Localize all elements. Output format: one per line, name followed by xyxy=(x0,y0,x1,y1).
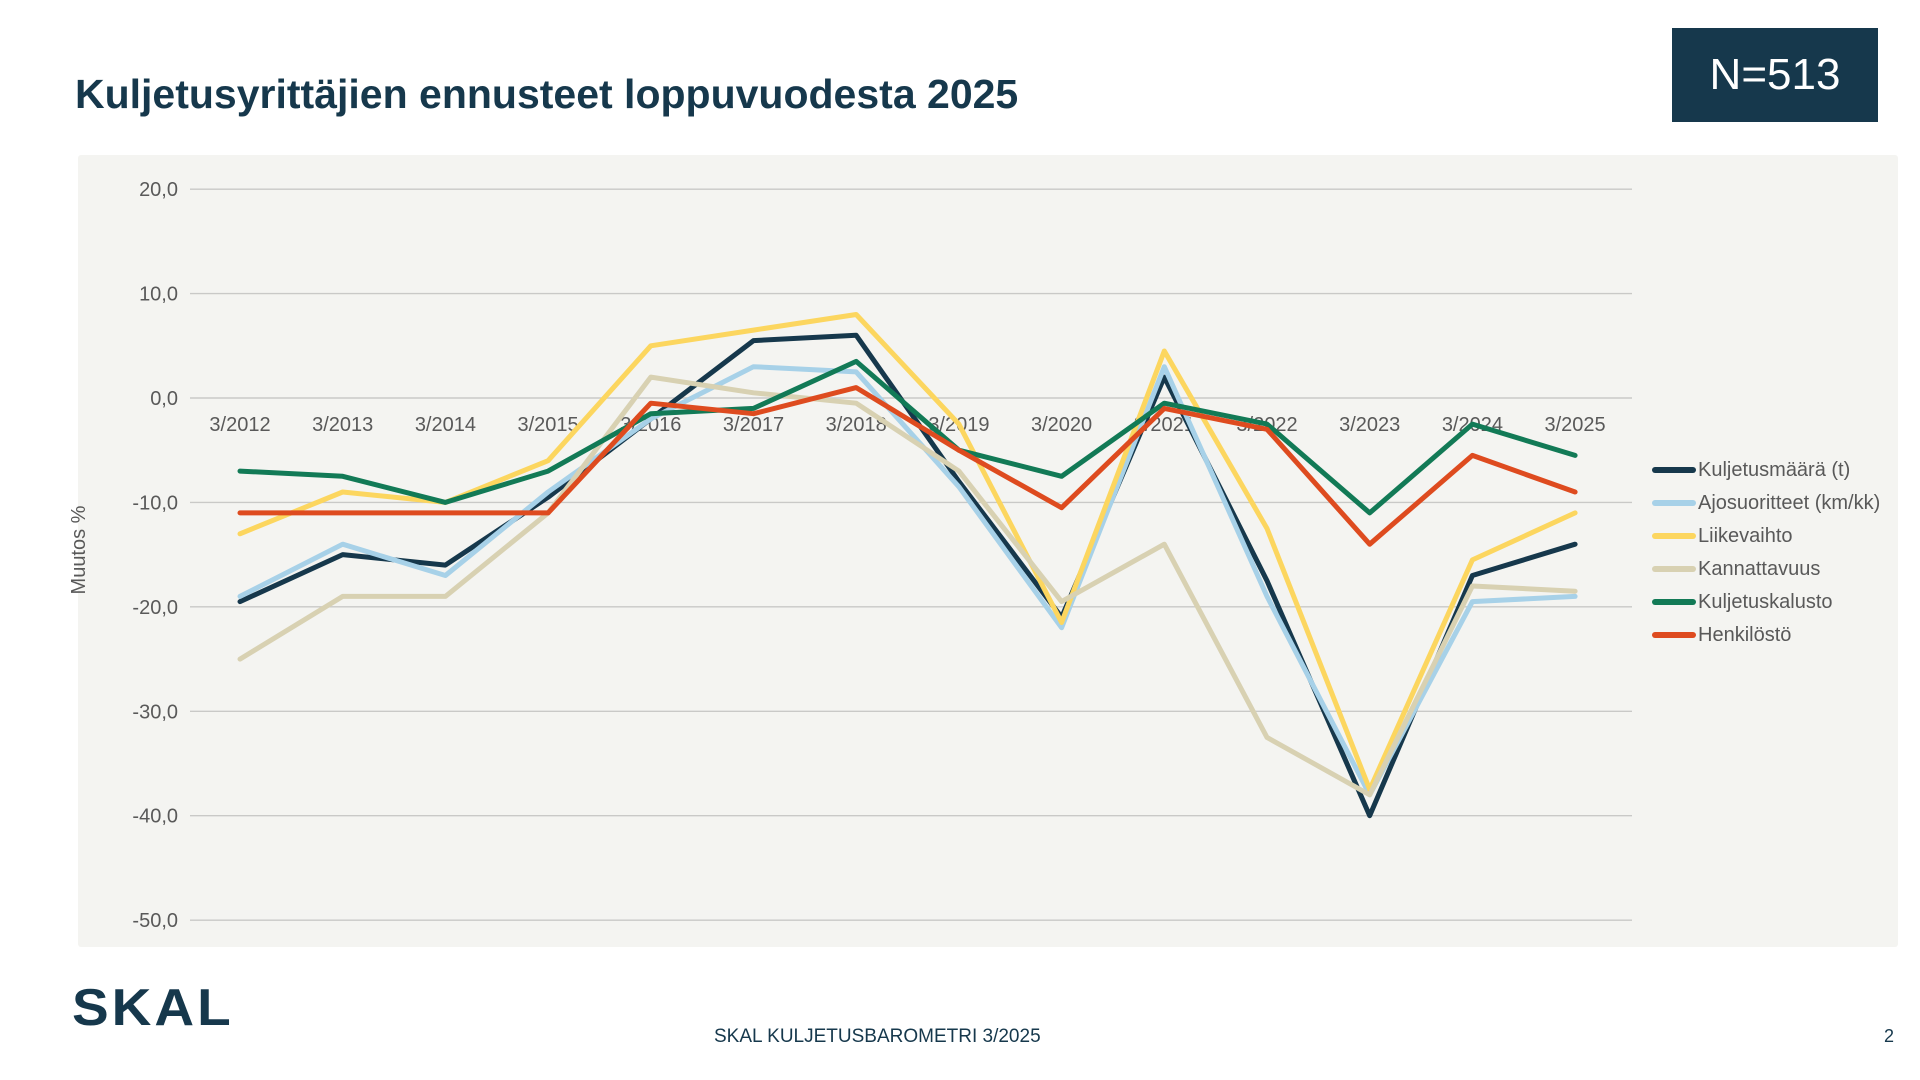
legend-item: Kuljetusmäärä (t) xyxy=(1652,459,1880,481)
legend-swatch xyxy=(1652,500,1696,506)
x-tick-label: 3/2017 xyxy=(723,414,784,436)
y-tick-label: 10,0 xyxy=(139,284,178,306)
legend-swatch xyxy=(1652,566,1696,572)
x-tick-label: 3/2018 xyxy=(826,414,887,436)
legend-item: Henkilöstö xyxy=(1652,624,1880,646)
chart-panel xyxy=(78,155,1898,947)
y-tick-label: -10,0 xyxy=(132,492,178,514)
legend-label: Kannattavuus xyxy=(1698,557,1821,580)
footer-caption: SKAL KULJETUSBAROMETRI 3/2025 xyxy=(714,1026,1041,1047)
legend-item: Ajosuoritteet (km/kk) xyxy=(1652,492,1880,514)
page-title: Kuljetusyrittäjien ennusteet loppuvuodes… xyxy=(75,71,1019,118)
y-axis-title: Muutos % xyxy=(68,505,90,595)
series-line-ajosuoritteet-km-kk xyxy=(237,364,1578,798)
y-tick-label: -40,0 xyxy=(132,806,178,828)
legend-swatch xyxy=(1652,467,1696,473)
skal-logo: SKAL xyxy=(72,977,234,1037)
x-tick-label: 3/2015 xyxy=(518,414,579,436)
series-line-liikevaihto xyxy=(237,312,1578,793)
y-tick-label: -20,0 xyxy=(132,597,178,619)
legend-label: Kuljetusmäärä (t) xyxy=(1698,458,1851,481)
legend-label: Henkilöstö xyxy=(1698,623,1792,646)
legend-swatch xyxy=(1652,533,1696,539)
legend-swatch xyxy=(1652,599,1696,605)
y-tick-label: -30,0 xyxy=(132,701,178,723)
y-tick-label: 20,0 xyxy=(139,179,178,201)
legend-label: Kuljetuskalusto xyxy=(1698,590,1833,613)
sample-size-value: N=513 xyxy=(1709,50,1841,99)
legend-item: Liikevaihto xyxy=(1652,525,1880,547)
x-tick-label: 3/2020 xyxy=(1031,414,1092,436)
x-tick-label: 3/2023 xyxy=(1339,414,1400,436)
series-line-kuljetuskalusto xyxy=(237,358,1578,516)
series-line-henkil-st xyxy=(237,385,1578,547)
page-number: 2 xyxy=(1884,1026,1895,1046)
series-line-kannattavuus xyxy=(237,374,1578,798)
legend-label: Ajosuoritteet (km/kk) xyxy=(1698,491,1881,514)
sample-size-badge: N=513 xyxy=(1672,28,1878,122)
y-tick-label: 0,0 xyxy=(150,388,178,410)
legend-item: Kannattavuus xyxy=(1652,558,1880,580)
legend-label: Liikevaihto xyxy=(1698,524,1793,547)
legend-swatch xyxy=(1652,632,1696,638)
x-tick-label: 3/2012 xyxy=(209,414,270,436)
chart-legend: Kuljetusmäärä (t) Ajosuoritteet (km/kk) Li… xyxy=(1652,459,1880,646)
y-tick-label: -50,0 xyxy=(132,910,178,932)
x-tick-label: 3/2025 xyxy=(1545,414,1606,436)
x-tick-label: 3/2014 xyxy=(415,414,476,436)
x-tick-label: 3/2013 xyxy=(312,414,373,436)
x-tick-label: 3/2021 xyxy=(1134,414,1195,436)
legend-item: Kuljetuskalusto xyxy=(1652,591,1880,613)
